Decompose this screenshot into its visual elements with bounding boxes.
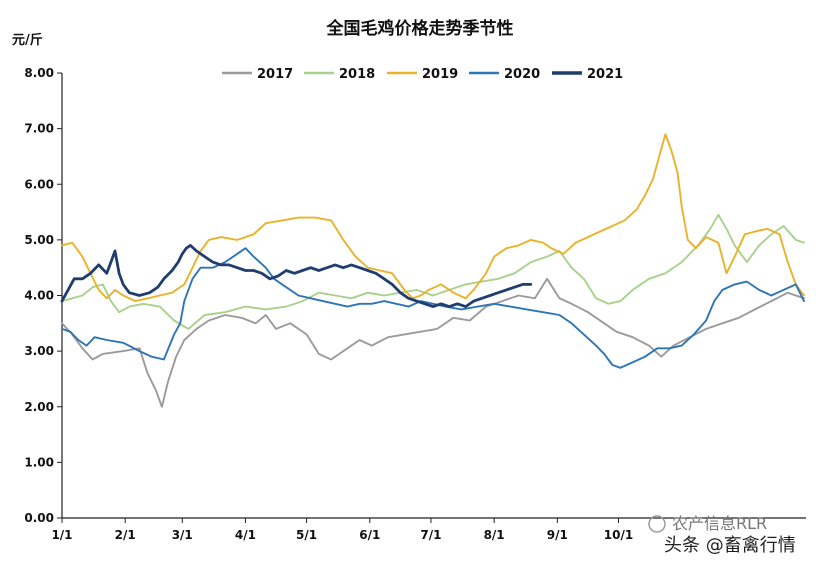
series-line-2017	[61, 277, 805, 408]
x-tick-label: 1/1	[51, 528, 72, 542]
watermark-line2: 头条 @畜禽行情	[664, 535, 796, 556]
series-line-2018	[61, 213, 805, 330]
series-line-2020	[61, 247, 805, 369]
axes: 0.00 1.00 2.00 3.00 4.00 5.00 6.00 7.00 8.00 1/1 2…	[24, 66, 806, 542]
legend-label-2017: 2017	[257, 67, 293, 82]
series-line-2019	[61, 133, 805, 303]
x-tick-label: 9/1	[547, 528, 568, 542]
legend-label-2020: 2020	[504, 67, 540, 82]
y-tick-label: 8.00	[24, 66, 54, 80]
x-tick-label: 5/1	[296, 528, 317, 542]
x-tick-label: 6/1	[359, 528, 380, 542]
wechat-icon	[648, 515, 666, 533]
y-tick-label: 2.00	[24, 400, 54, 414]
y-tick-label: 7.00	[24, 122, 54, 136]
series-line-2021	[60, 244, 533, 308]
series-group	[60, 133, 805, 408]
legend: 2017 2018 2019 2020 2021	[222, 67, 623, 82]
legend-label-2018: 2018	[339, 67, 375, 82]
x-tick-label: 7/1	[420, 528, 441, 542]
x-tick-label: 8/1	[484, 528, 505, 542]
y-tick-label: 5.00	[24, 233, 54, 247]
x-tick-label: 3/1	[172, 528, 193, 542]
y-axis-unit: 元/斤	[12, 32, 43, 48]
x-tick-label: 10/1	[604, 528, 633, 542]
watermark-line1: 农产信息RLR	[672, 514, 767, 533]
watermark: 农产信息RLR 头条 @畜禽行情	[648, 514, 796, 556]
chart-title: 全国毛鸡价格走势季节性	[326, 18, 514, 39]
y-tick-label: 0.00	[24, 511, 54, 525]
legend-label-2021: 2021	[587, 67, 623, 82]
y-tick-label: 6.00	[24, 177, 54, 191]
legend-label-2019: 2019	[422, 67, 458, 82]
x-tick-label: 4/1	[235, 528, 256, 542]
x-tick-label: 2/1	[115, 528, 136, 542]
y-tick-label: 3.00	[24, 344, 54, 358]
y-tick-label: 4.00	[24, 289, 54, 303]
y-tick-label: 1.00	[24, 455, 54, 469]
